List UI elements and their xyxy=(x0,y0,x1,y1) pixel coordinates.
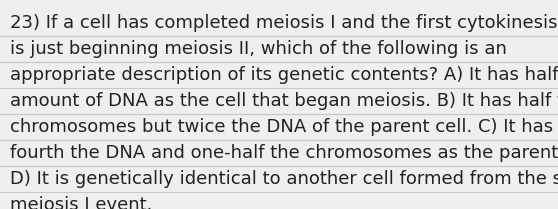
Text: 23) If a cell has completed meiosis I and the first cytokinesis, and: 23) If a cell has completed meiosis I an… xyxy=(10,14,558,32)
Text: is just beginning meiosis II, which of the following is an: is just beginning meiosis II, which of t… xyxy=(10,40,507,58)
Text: appropriate description of its genetic contents? A) It has half the: appropriate description of its genetic c… xyxy=(10,66,558,84)
Text: meiosis I event.: meiosis I event. xyxy=(10,196,152,209)
Text: chromosomes but twice the DNA of the parent cell. C) It has one-: chromosomes but twice the DNA of the par… xyxy=(10,118,558,136)
Text: D) It is genetically identical to another cell formed from the same: D) It is genetically identical to anothe… xyxy=(10,170,558,188)
Text: amount of DNA as the cell that began meiosis. B) It has half the: amount of DNA as the cell that began mei… xyxy=(10,92,558,110)
Text: fourth the DNA and one-half the chromosomes as the parent cell.: fourth the DNA and one-half the chromoso… xyxy=(10,144,558,162)
